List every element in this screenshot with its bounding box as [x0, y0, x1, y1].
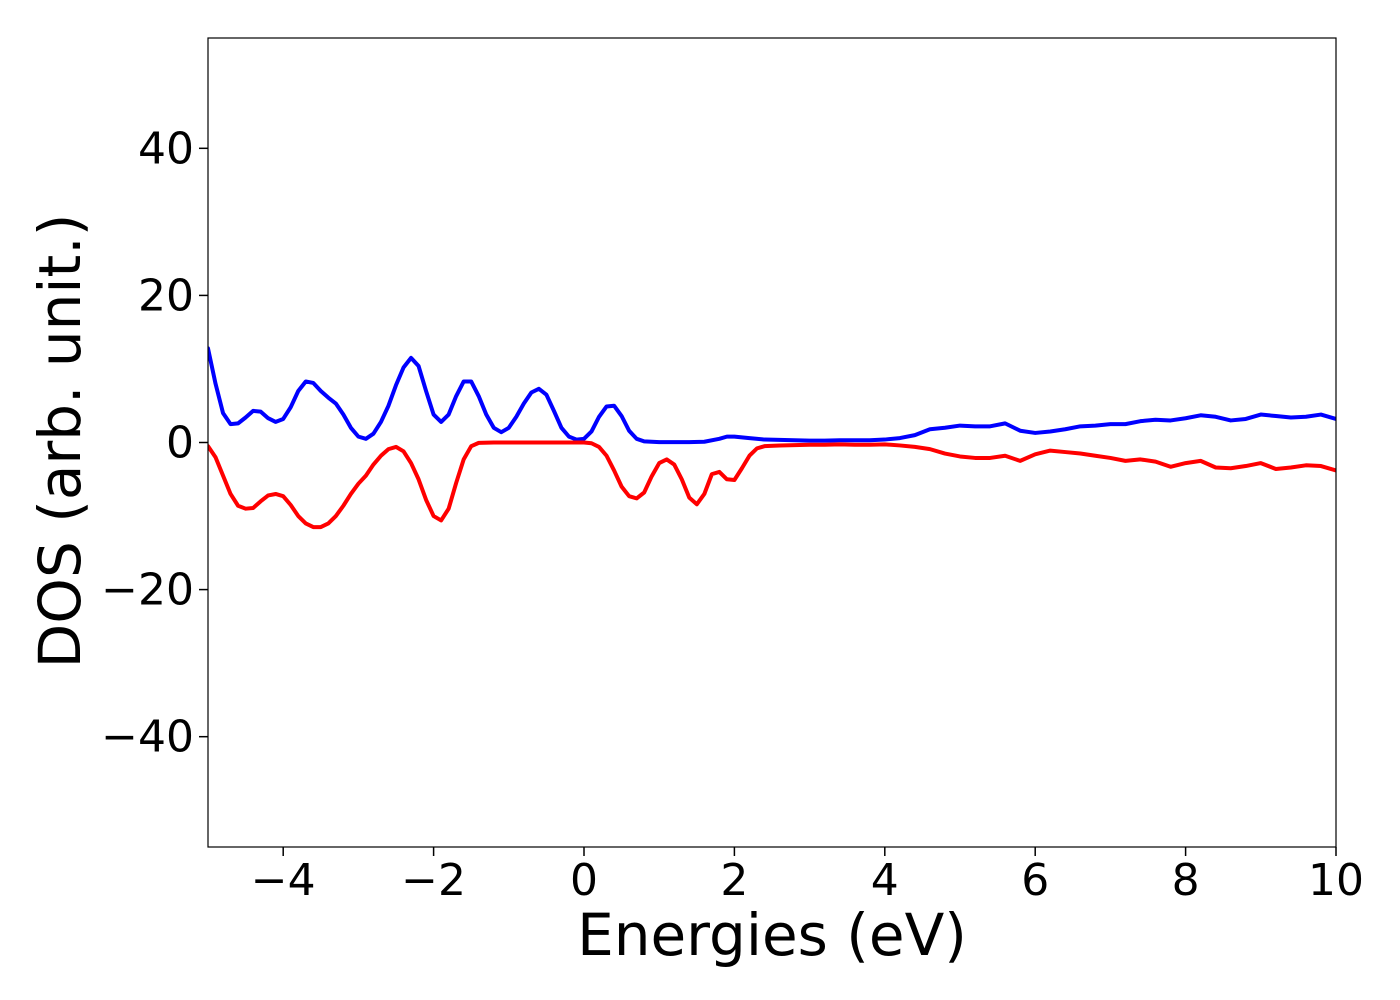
tick-marks — [199, 147, 1337, 856]
x-tick-label: 6 — [1021, 855, 1049, 906]
series-line-2 — [208, 440, 1336, 530]
x-tick-label: 0 — [570, 855, 598, 906]
y-tick-label: −20 — [101, 565, 194, 616]
y-axis-title: DOS (arb. unit.) — [26, 214, 94, 669]
x-axis-title: Energies (eV) — [577, 901, 967, 969]
x-tick-label: 4 — [871, 855, 899, 906]
series-line-1 — [208, 346, 1336, 445]
plot-frame — [207, 37, 1337, 848]
x-tick-label: −2 — [401, 855, 466, 906]
axes — [207, 37, 1337, 848]
y-tick-label: 0 — [166, 418, 194, 469]
x-tick-label: −4 — [251, 855, 316, 906]
y-tick-label: −40 — [101, 712, 194, 763]
x-tick-label: 10 — [1308, 855, 1364, 906]
series-lines — [208, 346, 1336, 530]
x-tick-label: 8 — [1172, 855, 1200, 906]
y-tick-label: 20 — [138, 270, 194, 321]
y-tick-label: 40 — [138, 123, 194, 174]
x-tick-label: 2 — [720, 855, 748, 906]
